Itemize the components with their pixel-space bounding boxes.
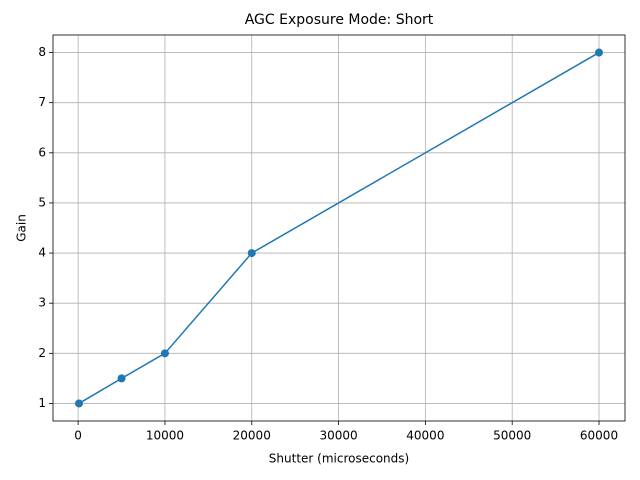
x-tick-label: 20000 (233, 429, 271, 443)
chart-title: AGC Exposure Mode: Short (245, 12, 434, 28)
x-axis-label: Shutter (microseconds) (269, 452, 409, 466)
data-point (595, 48, 603, 57)
data-point (160, 349, 169, 358)
y-tick-label: 1 (38, 396, 46, 410)
data-point (75, 399, 83, 408)
plot-frame (52, 34, 626, 422)
x-tick-label: 10000 (146, 429, 184, 443)
x-tick-label: 60000 (580, 429, 618, 443)
y-tick-label: 4 (38, 246, 46, 260)
x-tick-label: 40000 (406, 429, 444, 443)
y-tick-label: 2 (38, 346, 46, 360)
y-tick-label: 6 (38, 145, 46, 159)
data-point (247, 249, 256, 258)
x-tick-label: 30000 (319, 429, 357, 443)
x-tick-label: 50000 (493, 429, 531, 443)
y-axis-label: Gain (15, 214, 29, 242)
y-tick-label: 3 (38, 296, 46, 310)
y-tick-label: 8 (38, 45, 46, 59)
x-tick-label: 0 (74, 429, 82, 443)
y-tick-label: 7 (38, 95, 46, 109)
y-tick-label: 5 (38, 195, 46, 209)
data-point (117, 374, 126, 383)
